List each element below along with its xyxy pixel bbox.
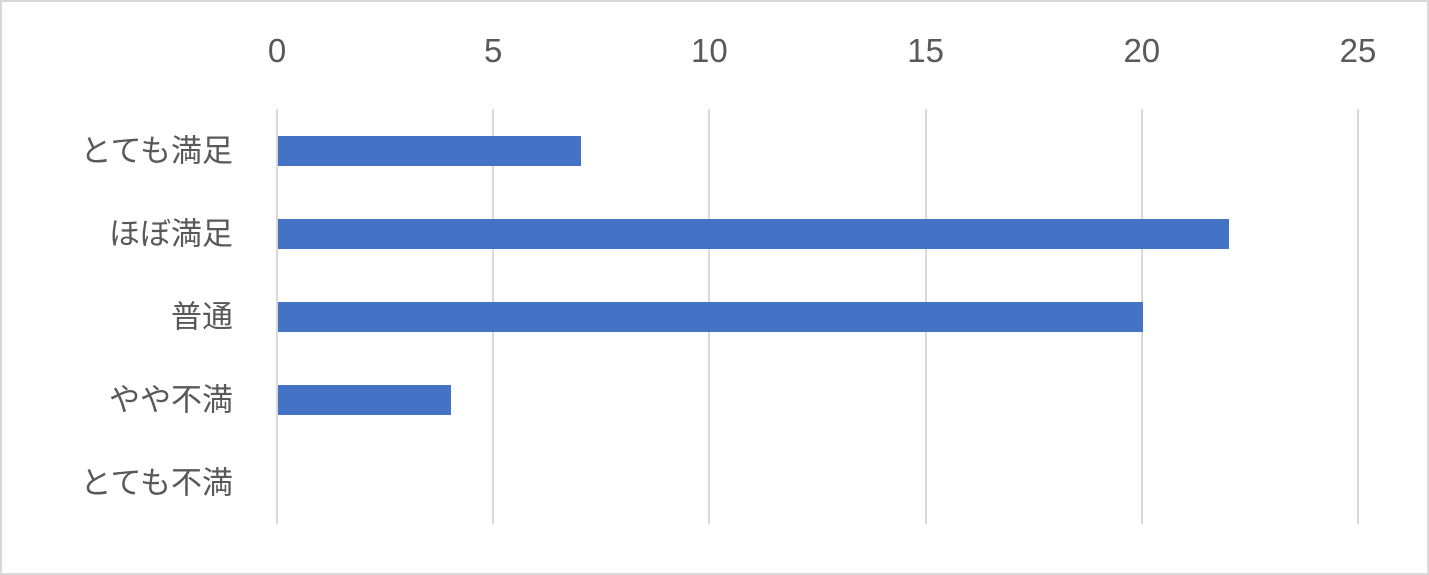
bar-1 [278,218,1230,249]
category-label: やや不満 [109,382,233,417]
x-axis-tick-label: 25 [1339,32,1377,69]
gridline-x-0 [276,109,278,524]
bar-0 [278,135,581,166]
bar-3 [278,384,451,415]
x-axis-tick-label: 15 [907,32,944,69]
x-axis-tick-label: 0 [267,32,287,69]
gridline-x-25 [1357,109,1359,524]
category-label: ほぼ満足 [109,216,233,251]
category-label: とても満足 [80,133,233,168]
x-axis-tick-label: 20 [1123,32,1161,69]
bar-2 [278,301,1143,332]
category-label: 普通 [171,299,233,334]
x-axis-tick-label: 10 [691,32,728,69]
category-label: とても不満 [80,465,233,500]
x-axis-tick-label: 5 [484,32,503,69]
